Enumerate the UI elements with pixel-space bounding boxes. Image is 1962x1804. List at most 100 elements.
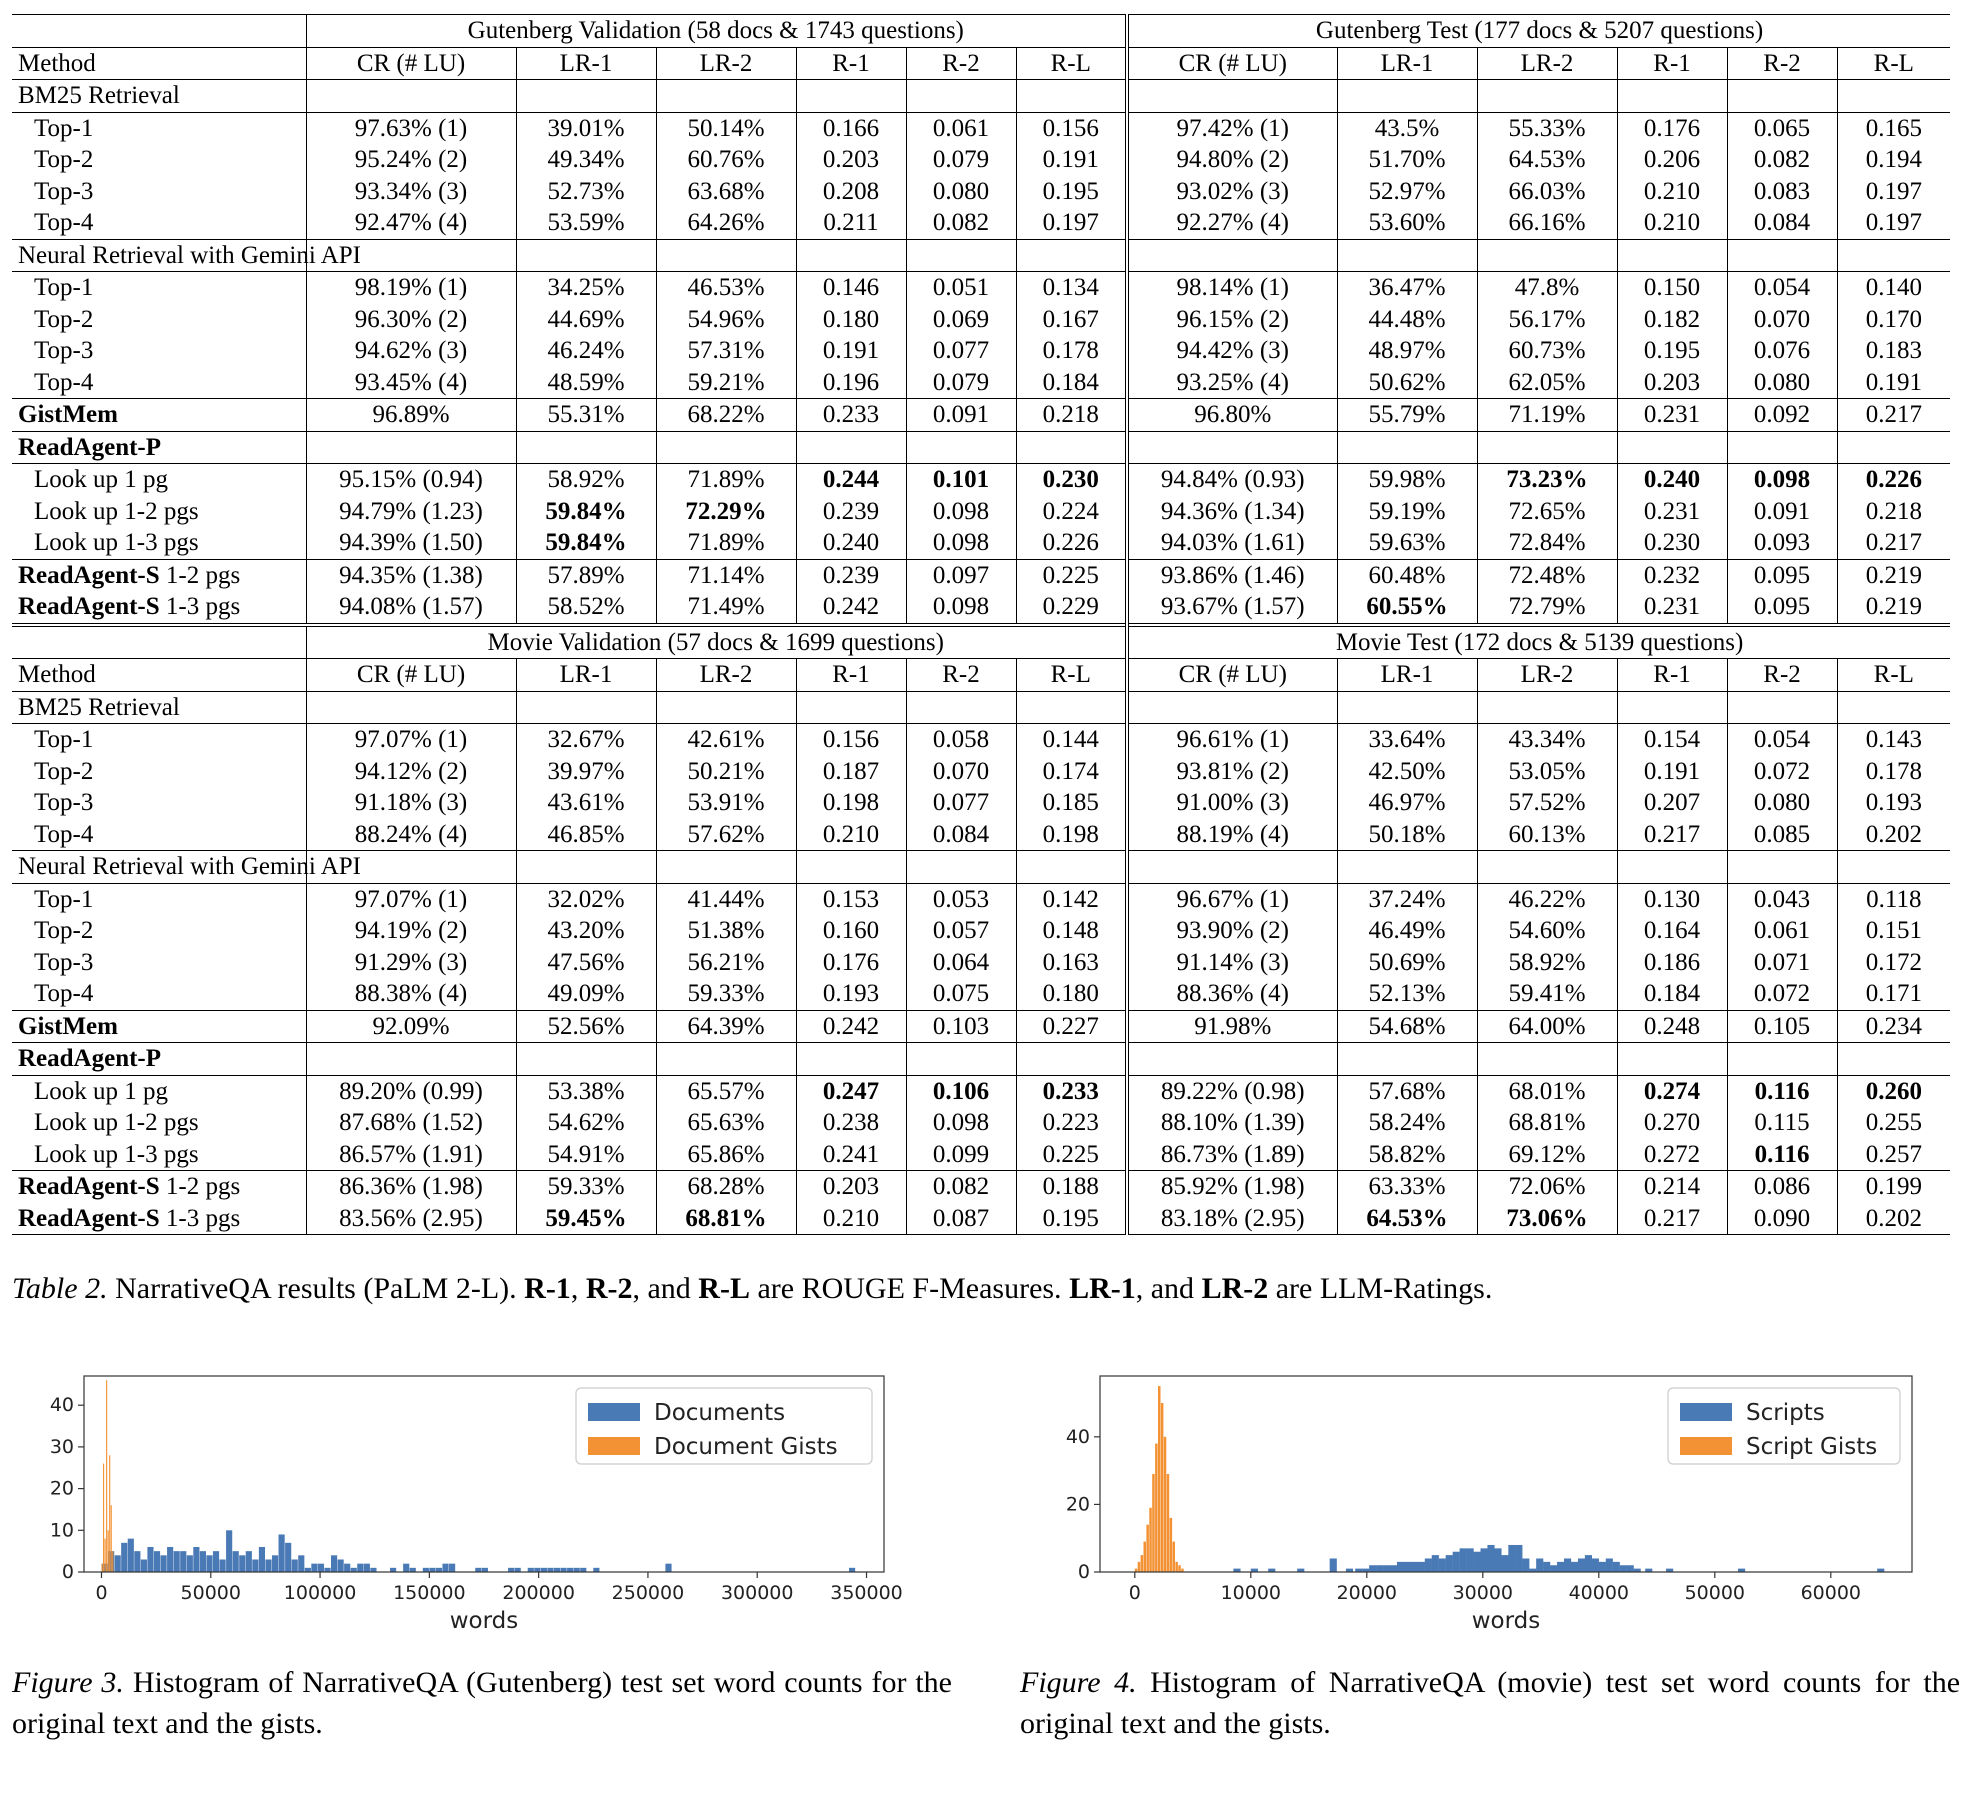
value-cell: 0.229 <box>1015 591 1128 625</box>
value-cell: 34.25% <box>515 271 656 304</box>
value-cell: 73.23% <box>1476 463 1618 496</box>
value-cell: 59.63% <box>1336 527 1478 559</box>
value-cell: 97.07% (1) <box>305 882 516 915</box>
table-row: Look up 1 pg 89.20% (0.99) 53.38% 65.57% 0.2… <box>12 1074 1951 1107</box>
histogram-bar <box>508 1567 515 1572</box>
value-cell: 0.163 <box>1015 946 1128 978</box>
histogram-bar <box>1329 1558 1337 1572</box>
table-row: ReadAgent-S 1-2 pgs 94.35% (1.38) 57.89% 71… <box>12 558 1951 591</box>
column-header-method: Method <box>12 46 306 80</box>
x-tick-label: 250000 <box>612 1582 685 1604</box>
section-label: BM25 Retrieval <box>12 690 306 724</box>
table-cell-empty <box>1836 238 1951 272</box>
value-cell: 0.098 <box>905 591 1016 625</box>
figure-3-caption: Figure 3. Histogram of NarrativeQA (Gute… <box>12 1662 952 1744</box>
histogram-bar <box>1515 1544 1523 1572</box>
histogram-bar <box>1181 1568 1184 1572</box>
value-cell: 0.085 <box>1726 818 1838 851</box>
value-cell: 68.01% <box>1476 1074 1618 1107</box>
value-cell: 0.151 <box>1836 915 1951 947</box>
histogram-bar <box>1666 1568 1674 1572</box>
histogram-bar <box>1175 1561 1178 1572</box>
value-cell: 53.60% <box>1336 207 1478 239</box>
value-cell: 57.89% <box>515 558 656 591</box>
table-cell-empty <box>515 1042 656 1075</box>
value-cell: 59.19% <box>1336 495 1478 527</box>
value-cell: 0.219 <box>1836 558 1951 591</box>
value-cell: 0.210 <box>1616 175 1728 207</box>
value-cell: 41.44% <box>655 882 796 915</box>
histogram-bar <box>298 1555 305 1572</box>
y-tick-label: 40 <box>50 1394 74 1416</box>
value-cell: 0.225 <box>1015 1138 1128 1171</box>
value-cell: 0.143 <box>1836 723 1951 756</box>
value-cell: 50.62% <box>1336 366 1478 399</box>
caption-term-lr2: LR-2 <box>1201 1272 1269 1305</box>
table-cell-empty <box>1726 850 1838 883</box>
value-cell: 95.15% (0.94) <box>305 463 516 496</box>
value-cell: 68.28% <box>655 1170 796 1203</box>
table-cell-empty <box>1015 430 1128 464</box>
table-row: Top-1 97.07% (1) 32.02% 41.44% 0.153 0.053 0.1… <box>12 882 1951 915</box>
histogram-bar <box>107 1530 109 1572</box>
table-cell-empty <box>795 238 906 272</box>
histogram-bar <box>252 1559 259 1572</box>
value-cell: 93.45% (4) <box>305 366 516 399</box>
row-label: Top-1 <box>12 271 306 304</box>
value-cell: 43.5% <box>1336 111 1478 144</box>
row-label-suffix: 1-2 pgs <box>159 561 241 589</box>
figure-4-label: Figure 4. <box>1020 1666 1137 1699</box>
value-cell: 0.118 <box>1836 882 1951 915</box>
table-cell-empty <box>1015 690 1128 724</box>
x-tick-label: 150000 <box>393 1582 466 1604</box>
value-cell: 0.239 <box>795 558 906 591</box>
value-cell: 94.36% (1.34) <box>1125 495 1338 527</box>
value-cell: 0.054 <box>1726 271 1838 304</box>
histogram-bar <box>1143 1541 1146 1572</box>
histogram-bar <box>1445 1555 1453 1572</box>
histogram-bar <box>1529 1568 1537 1572</box>
value-cell: 0.244 <box>795 463 906 496</box>
value-cell: 0.080 <box>1726 787 1838 819</box>
value-cell: 0.241 <box>795 1138 906 1171</box>
column-header: LR-1 <box>1336 658 1478 691</box>
value-cell: 0.130 <box>1616 882 1728 915</box>
histogram-bar <box>1626 1565 1634 1572</box>
legend-swatch <box>588 1403 640 1421</box>
value-cell: 42.50% <box>1336 755 1478 787</box>
table-cell-empty <box>305 850 516 883</box>
histogram-bar <box>1645 1568 1653 1572</box>
section-label: ReadAgent-P <box>12 430 306 464</box>
value-cell: 0.154 <box>1616 723 1728 756</box>
value-cell: 0.226 <box>1836 463 1951 496</box>
section-label: BM25 Retrieval <box>12 79 306 112</box>
value-cell: 0.230 <box>1015 463 1128 496</box>
value-cell: 0.234 <box>1836 1009 1951 1043</box>
value-cell: 0.103 <box>905 1009 1016 1043</box>
histogram-bar <box>173 1551 180 1572</box>
value-cell: 0.210 <box>795 1202 906 1235</box>
row-label-suffix: 1-3 pgs <box>159 593 241 620</box>
histogram-bar <box>344 1563 351 1572</box>
histogram-bar <box>1536 1558 1544 1572</box>
table-cell-empty <box>1726 430 1838 464</box>
table-row: GistMem 96.89% 55.31% 68.22% 0.233 0.091 0.218… <box>12 398 1951 431</box>
histogram-bar <box>1297 1568 1305 1572</box>
histogram-bar <box>1584 1555 1593 1572</box>
results-table: Gutenberg Validation (58 docs & 1743 que… <box>12 14 1951 1235</box>
value-cell: 54.62% <box>515 1107 656 1139</box>
value-cell: 0.064 <box>905 946 1016 978</box>
row-label: Top-2 <box>34 305 94 333</box>
value-cell: 60.73% <box>1476 335 1618 367</box>
table-row: Top-3 91.29% (3) 47.56% 56.21% 0.176 0.064 0.1… <box>12 946 1951 978</box>
histogram-bar <box>593 1567 600 1572</box>
x-axis-label: words <box>450 1608 519 1634</box>
histogram-bar <box>1738 1568 1746 1572</box>
histogram-bar <box>1250 1568 1258 1572</box>
value-cell: 0.248 <box>1616 1009 1728 1043</box>
x-tick-label: 30000 <box>1453 1582 1513 1604</box>
value-cell: 65.57% <box>655 1074 796 1107</box>
histogram-bar <box>140 1559 147 1572</box>
y-tick-label: 10 <box>50 1519 74 1541</box>
value-cell: 72.29% <box>655 495 796 527</box>
